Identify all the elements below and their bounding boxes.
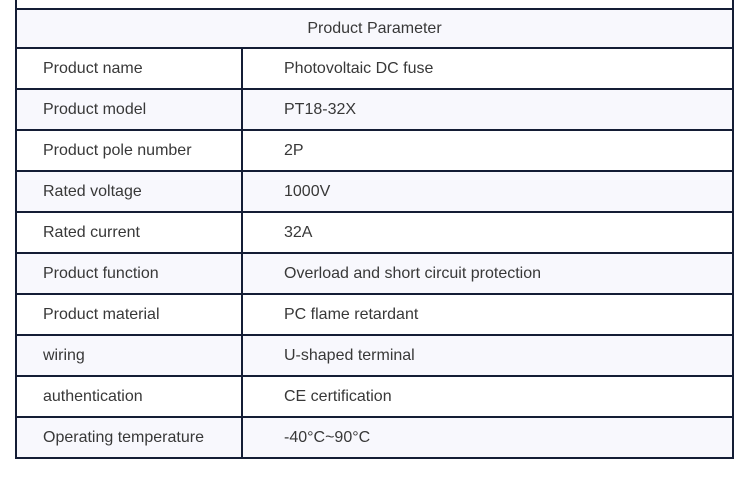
row-value-cell: 1000V: [284, 182, 331, 200]
table-row: Product model PT18-32X: [17, 90, 732, 131]
row-label-cell: Rated voltage: [17, 172, 243, 211]
row-label-cell: wiring: [17, 336, 243, 375]
row-label-cell: authentication: [17, 377, 243, 416]
table-row: Operating temperature -40°C~90°C: [17, 418, 732, 459]
table-title-row: Product Parameter: [17, 8, 732, 49]
row-value-cell: 32A: [284, 223, 313, 241]
row-value-cell: -40°C~90°C: [284, 428, 371, 446]
row-label-cell: Rated current: [17, 213, 243, 252]
table-row: Product material PC flame retardant: [17, 295, 732, 336]
table-row: Product name Photovoltaic DC fuse: [17, 49, 732, 90]
row-value-cell: 2P: [284, 141, 304, 159]
table-row: Product pole number 2P: [17, 131, 732, 172]
row-label-cell: Product material: [17, 295, 243, 334]
row-value-cell: PT18-32X: [284, 100, 357, 118]
row-value-cell: PC flame retardant: [284, 305, 419, 323]
product-parameter-table: Product Parameter Product name Photovolt…: [15, 0, 734, 459]
table-row: wiring U-shaped terminal: [17, 336, 732, 377]
row-label-cell: Product pole number: [17, 131, 243, 170]
row-label-cell: Product function: [17, 254, 243, 293]
row-value-cell: Overload and short circuit protection: [284, 264, 542, 282]
row-label-cell: Product name: [17, 49, 243, 88]
row-value-cell: U-shaped terminal: [284, 346, 415, 364]
row-label-cell: Operating temperature: [17, 418, 243, 457]
table-row: Rated voltage 1000V: [17, 172, 732, 213]
row-value-cell: CE certification: [284, 387, 392, 405]
row-label-cell: Product model: [17, 90, 243, 129]
table-title: Product Parameter: [307, 19, 442, 37]
row-value-cell: Photovoltaic DC fuse: [284, 59, 434, 77]
table-row: Rated current 32A: [17, 213, 732, 254]
table-row: Product function Overload and short circ…: [17, 254, 732, 295]
cutoff-row-remnant: [17, 0, 732, 8]
table-row: authentication CE certification: [17, 377, 732, 418]
